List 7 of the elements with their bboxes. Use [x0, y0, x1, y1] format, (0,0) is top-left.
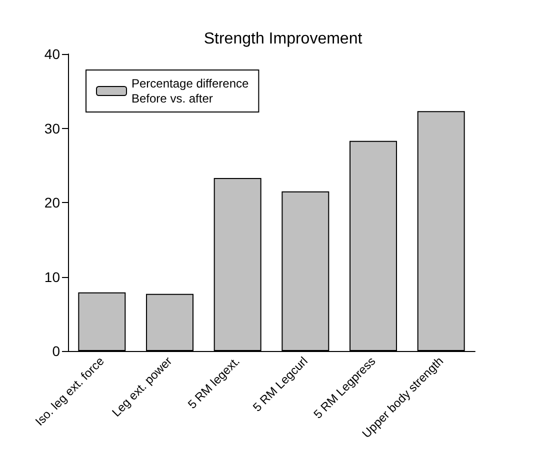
y-tick-label: 30	[44, 120, 60, 136]
y-tick-label: 40	[44, 46, 60, 62]
chart-title: Strength Improvement	[204, 30, 363, 48]
y-tick-label: 0	[52, 343, 60, 359]
y-tick-label: 20	[44, 194, 60, 210]
legend-label: Percentage difference Before vs. after	[132, 76, 250, 106]
y-tick-label: 10	[44, 268, 60, 285]
